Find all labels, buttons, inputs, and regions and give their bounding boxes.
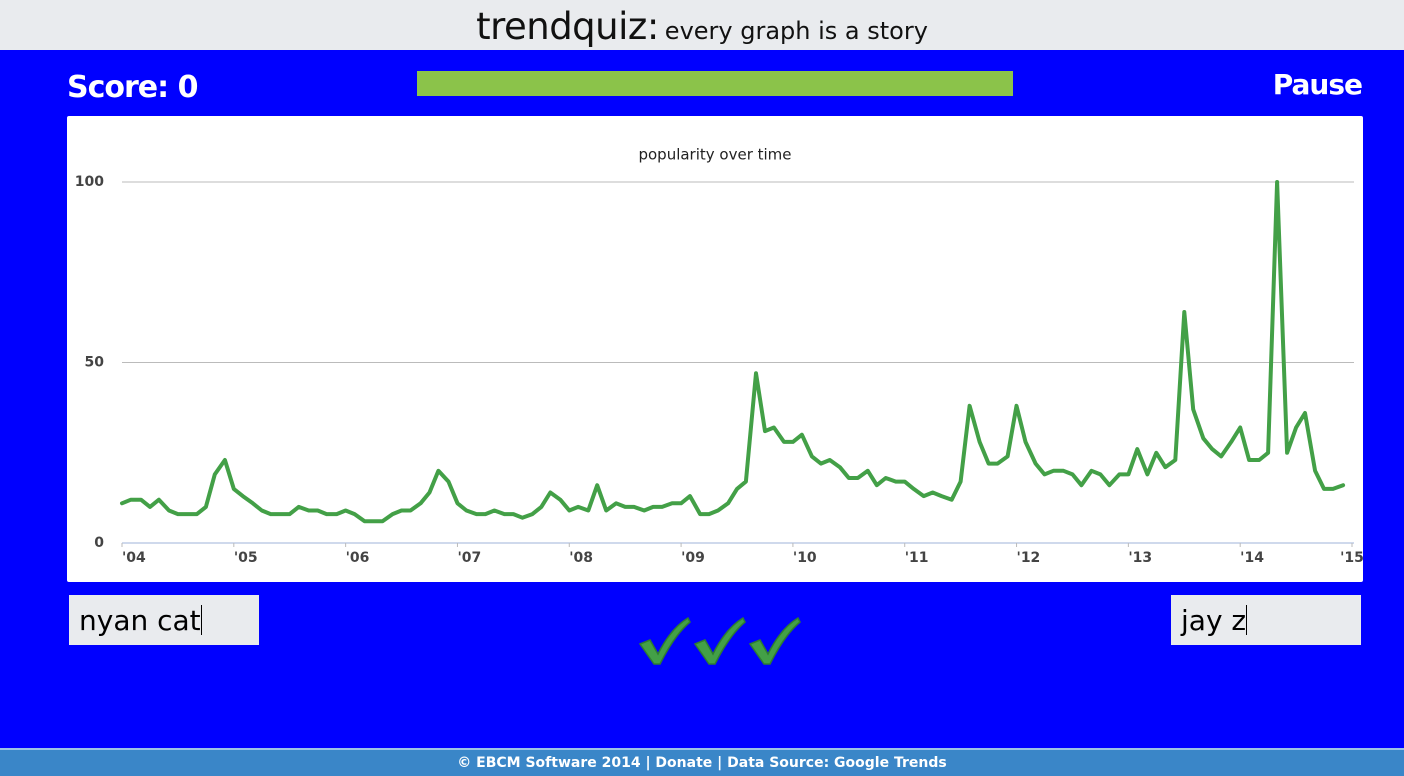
- trend-line: [120, 180, 1346, 524]
- site-subtitle: every graph is a story: [664, 17, 928, 45]
- y-tick-label: 100: [75, 174, 104, 190]
- streak-checks: [638, 616, 801, 665]
- pause-button[interactable]: Pause: [1272, 68, 1363, 101]
- x-tick-label: '12: [1017, 550, 1041, 566]
- x-tick-label: '06: [346, 550, 370, 566]
- answer-input[interactable]: nyan cat: [69, 595, 259, 645]
- checkmark: [638, 616, 691, 665]
- timer-bar: [417, 71, 1013, 96]
- x-tick-label: '09: [681, 550, 705, 566]
- score-label: Score:: [67, 70, 169, 105]
- answer-text: nyan cat: [79, 604, 201, 637]
- x-tick-label: '08: [569, 550, 593, 566]
- chart-title: popularity over time: [638, 146, 791, 164]
- site-title: trendquiz:: [476, 5, 659, 48]
- score: Score: 0: [67, 70, 199, 105]
- x-tick-label: '11: [905, 550, 929, 566]
- y-tick-label: 50: [85, 355, 105, 371]
- caret: [1246, 605, 1248, 635]
- checkmark: [693, 616, 746, 665]
- score-value: 0: [177, 70, 199, 105]
- footer: © EBCM Software 2014 | Donate | Data Sou…: [0, 748, 1404, 776]
- x-tick-label: '14: [1240, 550, 1264, 566]
- x-tick-label: '07: [457, 550, 481, 566]
- caret: [200, 605, 202, 635]
- answer-input[interactable]: jay z: [1171, 595, 1361, 645]
- x-tick-label: '04: [122, 550, 146, 566]
- header: trendquiz: every graph is a story: [0, 0, 1404, 50]
- chart-panel: popularity over time 0 50 100 '04 '05 '06 '07 '…: [67, 116, 1364, 582]
- chart: popularity over time 0 50 100 '04 '05 '06 '07 '…: [75, 146, 1364, 567]
- checkmark: [748, 616, 801, 665]
- x-tick-label: '05: [234, 550, 258, 566]
- x-tick-label: '10: [793, 550, 817, 566]
- x-tick-label: '15: [1340, 550, 1363, 566]
- y-tick-label: 0: [94, 535, 104, 551]
- answer-text: jay z: [1181, 604, 1247, 637]
- x-tick-label: '13: [1128, 550, 1152, 566]
